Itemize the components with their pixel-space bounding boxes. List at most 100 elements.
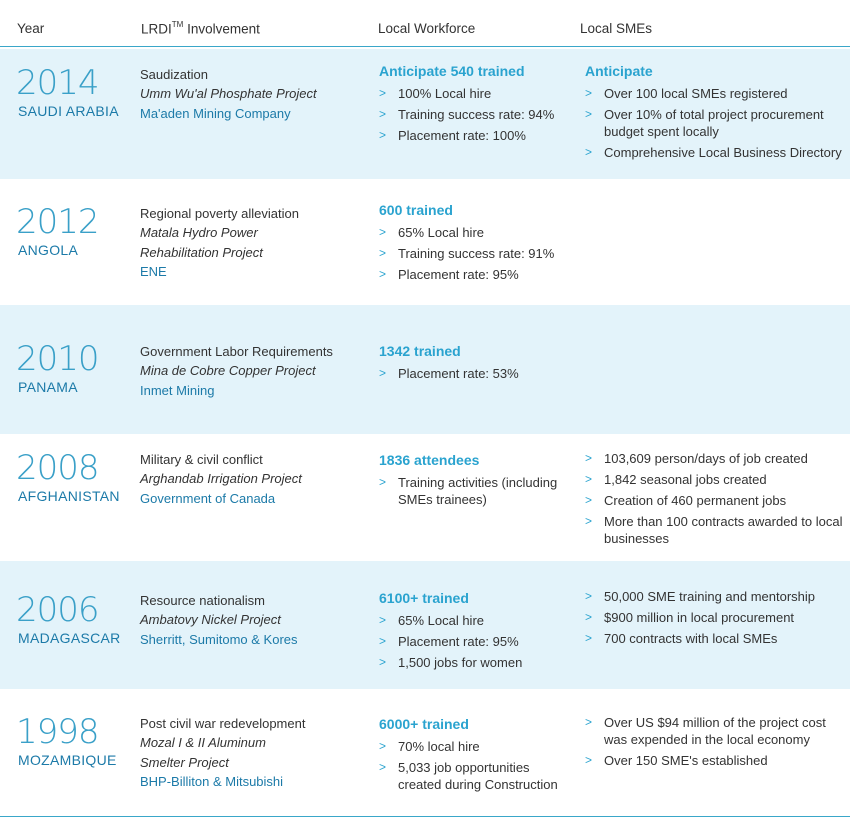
chevron-right-icon: > (585, 753, 593, 767)
row-year: 2006 (16, 590, 100, 630)
row-involvement: Military & civil conflict Arghandab Irrig… (140, 450, 302, 508)
list-item-text: 70% local hire (398, 739, 480, 754)
workforce-cell: 600 trained >65% Local hire > Training succ… (379, 202, 574, 287)
list-item-text: 5,033 job opportunities created during C… (398, 760, 558, 792)
list-item: > Placement rate: 95% (379, 633, 574, 650)
list-item-text: More than 100 contracts awarded to local… (604, 514, 843, 546)
list-item: >50,000 SME training and mentorship (585, 588, 845, 605)
list-item-text: Training success rate: 94% (398, 107, 555, 122)
list-item-text: 100% Local hire (398, 86, 492, 101)
smes-cell: Anticipate > Over 100 local SMEs registere… (585, 63, 845, 165)
involvement-project: Matala Hydro Power (140, 225, 258, 241)
chevron-right-icon: > (379, 246, 387, 260)
list-item: > $900 million in local procurement (585, 609, 845, 626)
list-item-text: Placement rate: 53% (398, 366, 519, 381)
table-row: 1998 MOZAMBIQUE Post civil war redevelopme… (0, 689, 850, 817)
row-country: PANAMA (18, 379, 78, 395)
list-item-text: Creation of 460 permanent jobs (604, 493, 787, 508)
involvement-project: Umm Wu'al Phosphate Project (140, 86, 317, 102)
header-smes: Local SMEs (580, 21, 653, 36)
list-item: > Placement rate: 100% (379, 127, 574, 144)
workforce-cell-title: 6000+ trained (379, 716, 469, 732)
involvement-client: Government of Canada (140, 490, 276, 506)
list-item: > Over 150 SME's established (585, 752, 845, 769)
list-item: > Training success rate: 94% (379, 106, 574, 123)
smes-cell-title: Anticipate (585, 63, 653, 79)
list-item: >65% Local hire (379, 612, 574, 629)
list-item-text: Placement rate: 95% (398, 267, 519, 282)
workforce-cell: 1836 attendees > Training activities (incl… (379, 452, 574, 512)
list-item: >1,500 jobs for women (379, 654, 574, 671)
row-year: 2008 (16, 448, 100, 488)
chevron-right-icon: > (585, 145, 593, 159)
involvement-context: Government Labor Requirements (140, 344, 333, 359)
list-item-text: 1,842 seasonal jobs created (604, 472, 767, 487)
row-involvement: Resource nationalism Ambatovy Nickel Proj… (140, 591, 298, 649)
workforce-cell: 1342 trained > Placement rate: 53% (379, 343, 574, 386)
table-row: 2008 AFGHANISTAN Military & civil conflict… (0, 434, 850, 561)
smes-cell: > Over US $94 million of the project cost… (585, 714, 845, 773)
table-row: 2014 SAUDI ARABIA Saudization Umm Wu'al Pho… (0, 49, 850, 179)
row-year: 2014 (16, 63, 100, 103)
chevron-right-icon: > (585, 472, 593, 486)
list-item-text: Over 100 local SMEs registered (604, 86, 788, 101)
involvement-project: Mina de Cobre Copper Project (140, 363, 316, 379)
list-item-text: 50,000 SME training and mentorship (604, 589, 816, 604)
workforce-cell-title: 1836 attendees (379, 452, 480, 468)
involvement-context: Military & civil conflict (140, 452, 263, 467)
header-workforce: Local Workforce (378, 21, 476, 36)
list-item-text: 65% Local hire (398, 225, 484, 240)
list-item-text: Placement rate: 95% (398, 634, 519, 649)
list-item-text: Placement rate: 100% (398, 128, 526, 143)
workforce-cell-title: Anticipate 540 trained (379, 63, 525, 79)
involvement-client: ENE (140, 263, 167, 279)
row-year: 2012 (16, 202, 100, 242)
involvement-project: Rehabilitation Project (140, 244, 263, 260)
list-item: >100% Local hire (379, 85, 574, 102)
row-year: 1998 (16, 712, 100, 752)
row-involvement: Saudization Umm Wu'al Phosphate Project Ma… (140, 65, 317, 123)
chevron-right-icon: > (585, 493, 593, 507)
row-country: MOZAMBIQUE (18, 752, 117, 768)
involvement-context: Resource nationalism (140, 593, 266, 608)
list-item-text: Over 150 SME's established (604, 753, 768, 768)
workforce-cell: 6000+ trained >70% local hire >5,033 job o… (379, 716, 574, 797)
list-item: >5,033 job opportunities created during … (379, 759, 574, 793)
row-country: MADAGASCAR (18, 630, 121, 646)
list-item: >1,842 seasonal jobs created (585, 471, 845, 488)
list-item: > Placement rate: 53% (379, 365, 574, 382)
chevron-right-icon: > (379, 760, 387, 774)
list-item-text: Training success rate: 91% (398, 246, 555, 261)
table-row: 2012 ANGOLA Regional poverty alleviation Ma… (0, 179, 850, 305)
row-involvement: Post civil war redevelopment Mozal I & II… (140, 714, 305, 791)
row-country: SAUDI ARABIA (18, 103, 119, 119)
header-year: Year (17, 21, 45, 36)
involvement-context: Saudization (140, 67, 208, 82)
involvement-project: Mozal I & II Aluminum (140, 735, 266, 751)
list-item: >65% Local hire (379, 224, 574, 241)
chevron-right-icon: > (379, 475, 387, 489)
list-item: >700 contracts with local SMEs (585, 630, 845, 647)
chevron-right-icon: > (379, 225, 387, 239)
chevron-right-icon: > (585, 514, 593, 528)
list-item-text: 700 contracts with local SMEs (604, 631, 778, 646)
list-item: >70% local hire (379, 738, 574, 755)
row-country: AFGHANISTAN (18, 488, 120, 504)
row-country: ANGOLA (18, 242, 79, 258)
table-row: 2010 PANAMA Government Labor Requirements M… (0, 305, 850, 434)
list-item: > Comprehensive Local Business Directory (585, 144, 845, 161)
list-item: >103,609 person/days of job created (585, 450, 845, 467)
workforce-cell-title: 1342 trained (379, 343, 461, 359)
chevron-right-icon: > (379, 655, 387, 669)
table-header: Year LRDITM Involvement Local Workforce … (0, 0, 850, 47)
list-item-text: 65% Local hire (398, 613, 484, 628)
involvement-client: Sherritt, Sumitomo & Kores (140, 631, 298, 647)
chevron-right-icon: > (585, 589, 593, 603)
chevron-right-icon: > (379, 634, 387, 648)
involvement-client: BHP-Billiton & Mitsubishi (140, 773, 284, 789)
involvement-context: Post civil war redevelopment (140, 716, 306, 731)
table-row: 2006 MADAGASCAR Resource nationalism Ambato… (0, 561, 850, 689)
list-item-text: Over 10% of total project procurement bu… (604, 107, 824, 139)
chevron-right-icon: > (379, 267, 387, 281)
chevron-right-icon: > (379, 739, 387, 753)
